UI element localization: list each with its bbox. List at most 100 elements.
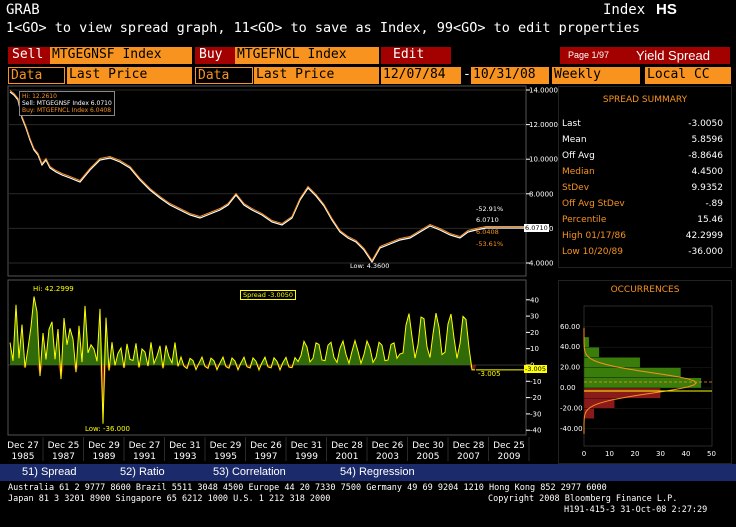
x-tick-top: Dec 31	[291, 441, 323, 451]
occ-x-tick-label: 0	[582, 450, 586, 458]
x-tick-year: 1997	[255, 452, 278, 462]
bottom-y-tick-label: 10	[530, 345, 539, 353]
footer-line1: Australia 61 2 9777 8600 Brazil 5511 304…	[8, 483, 607, 493]
x-tick-year: 2003	[376, 452, 399, 462]
index-label: Index	[603, 2, 646, 18]
tab-label: Regression	[358, 466, 415, 478]
occ-bar	[583, 377, 702, 389]
summary-row-value: 15.46	[697, 215, 723, 225]
top-legend-buy: Buy: MTGEFNCL Index 6.0408	[22, 107, 112, 114]
tab-regression[interactable]: 54) Regression	[340, 466, 415, 478]
top-y-tick-label: 10.0000	[529, 156, 558, 164]
bottom-hi-label: Hi: 42.2999	[33, 285, 74, 293]
index-code: HS	[656, 1, 677, 18]
buy-ticker-field[interactable]: MTGEFNCL Index	[235, 47, 379, 64]
title-bar	[560, 47, 730, 64]
tab-number: 52)	[120, 466, 136, 478]
summary-row-label: Median	[562, 167, 595, 177]
page-indicator: Page 1/97	[568, 50, 610, 60]
x-tick-top: Dec 30	[412, 441, 444, 451]
occ-bar	[583, 347, 600, 358]
bottom-right-tag: -3.005	[524, 365, 547, 373]
sell-label: Sell	[8, 47, 50, 64]
summary-row-label: Off Avg StDev	[562, 199, 625, 209]
spread-summary-panel: SPREAD SUMMARY Last -3.0050 Mean 5.8596 Off …	[558, 86, 732, 268]
summary-row-label: High 01/17/86	[562, 231, 626, 241]
tab-bar	[0, 464, 736, 481]
top-legend: Hi: 12.2610 Sell: MTGEGNSF Index 6.0710 …	[19, 91, 115, 116]
spread-negative-area	[10, 365, 476, 424]
occ-x-tick-label: 20	[631, 450, 640, 458]
tab-number: 54)	[340, 466, 356, 478]
currency-select[interactable]: Local CC	[645, 67, 731, 84]
summary-row-value: 5.8596	[691, 135, 724, 145]
footer-line2-left: Japan 81 3 3201 8900 Singapore 65 6212 1…	[8, 494, 331, 504]
x-tick-year: 1999	[295, 452, 318, 462]
x-axis-band	[8, 437, 526, 462]
tab-correlation[interactable]: 53) Correlation	[213, 466, 286, 478]
start-date-field[interactable]: 12/07/84	[381, 67, 461, 84]
occurrences-title: OCCURRENCES	[610, 285, 680, 295]
occ-bar	[583, 367, 682, 378]
bottom-y-tick-label: 40	[530, 296, 539, 304]
occ-y-tick-label: 60.00	[560, 323, 580, 331]
occ-y-tick-label: 0.00	[560, 384, 576, 392]
x-tick-top: Dec 28	[453, 441, 485, 451]
x-tick-top: Dec 26	[372, 441, 404, 451]
bottom-y-tick-label: -10	[530, 378, 541, 386]
bottom-y-tick-label: 30	[530, 313, 539, 321]
tab-ratio[interactable]: 52) Ratio	[120, 466, 165, 478]
x-tick-top: Dec 29	[88, 441, 120, 451]
date-dash: -	[463, 67, 471, 82]
footer-timestamp: H191-415-3 31-Oct-08 2:27:29	[564, 505, 708, 515]
x-tick-year: 2007	[457, 452, 480, 462]
summary-row-label: StDev	[562, 183, 590, 193]
bottom-y-tick-label: -30	[530, 410, 541, 418]
x-tick-top: Dec 25	[48, 441, 80, 451]
bottom-spread-label: Spread -3.0050	[240, 290, 297, 300]
tab-label: Spread	[40, 466, 77, 478]
summary-row-value: 4.4500	[691, 167, 724, 177]
summary-row-value: -3.0050	[688, 119, 723, 129]
tab-number: 53)	[213, 466, 229, 478]
data2-label: Data	[195, 67, 253, 84]
x-tick-top: Dec 26	[250, 441, 282, 451]
data2-field[interactable]: Last Price	[254, 67, 379, 84]
series-buy-line	[9, 90, 526, 262]
top-pct-up: -52.91%	[476, 205, 504, 213]
series-sell-line	[9, 91, 526, 264]
x-tick-top: Dec 29	[210, 441, 242, 451]
bottom-end-label: -3.005	[478, 370, 501, 378]
summary-row-label: Low 10/20/89	[562, 247, 624, 257]
top-val-buy: 6.0408	[476, 228, 499, 236]
period-select[interactable]: Weekly	[552, 67, 640, 84]
end-date-field[interactable]: 10/31/08	[471, 67, 549, 84]
top-legend-hi: Hi: 12.2610	[22, 93, 57, 100]
data1-field[interactable]: Last Price	[67, 67, 192, 84]
top-right-tag: 6.0710	[524, 224, 549, 232]
summary-row-value: -8.8646	[688, 151, 723, 161]
edit-button[interactable]: Edit	[381, 47, 451, 64]
sell-ticker-field[interactable]: MTGEGNSF Index	[50, 47, 192, 64]
summary-row-value: 42.2999	[685, 231, 723, 241]
tab-spread[interactable]: 51) Spread	[22, 466, 76, 478]
screen-title: Yield Spread	[636, 48, 710, 63]
spread-chart[interactable]: 14.000012.000010.00008.00006.00004.0000 …	[0, 84, 736, 464]
occ-y-tick-label: -40.00	[560, 425, 583, 433]
bottom-y-tick-label: -40	[530, 427, 541, 435]
occ-y-tick-label: -20.00	[560, 404, 583, 412]
summary-row-label: Percentile	[562, 215, 607, 225]
occurrences-chart: 60.00 40.00 20.00 0.00 -20.00 -40.00 0 10 20 30 40…	[560, 305, 716, 458]
occ-x-tick-label: 50	[707, 450, 716, 458]
top-y-tick-label: 12.0000	[529, 121, 558, 129]
summary-row-value: 9.9352	[691, 183, 724, 193]
top-low-label: Low: 4.3600	[350, 262, 390, 270]
x-tick-top: Dec 28	[331, 441, 363, 451]
x-tick-year: 1991	[133, 452, 156, 462]
summary-title: SPREAD SUMMARY	[602, 95, 688, 105]
x-tick-year: 2001	[336, 452, 359, 462]
bottom-y-tick-label: 20	[530, 329, 539, 337]
x-tick-top: Dec 31	[169, 441, 201, 451]
tab-label: Ratio	[138, 466, 165, 478]
x-tick-year: 2005	[417, 452, 440, 462]
